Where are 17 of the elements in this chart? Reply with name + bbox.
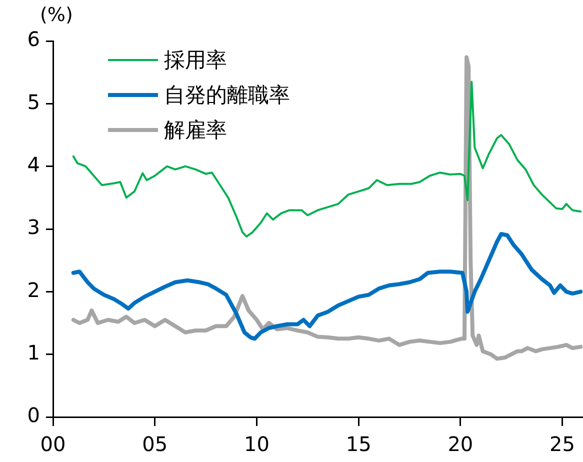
y-tick-label: 1 [27,340,40,365]
y-tick-label: 4 [27,152,40,177]
y-tick-label: 3 [27,215,40,240]
x-tick-label: 15 [346,432,372,456]
x-tick-label: 25 [550,432,575,456]
legend-label: 採用率 [164,46,227,74]
legend-label: 解雇率 [164,116,227,144]
y-tick-label: 6 [27,27,40,52]
y-axis-title: (%) [40,4,73,26]
x-tick-label: 05 [142,432,168,456]
y-tick-label: 2 [27,278,40,302]
legend-label: 自発的離職率 [164,82,290,108]
x-tick-label: 00 [40,432,66,456]
y-tick-label: 5 [27,90,40,114]
x-tick-label: 20 [448,432,474,456]
y-tick-label: 0 [27,403,40,428]
x-tick-label: 10 [244,432,270,456]
